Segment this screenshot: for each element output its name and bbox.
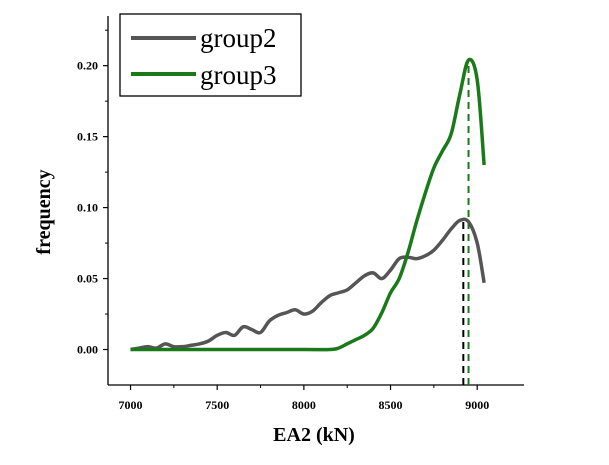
y-tick-label: 0.00 xyxy=(77,343,98,357)
y-tick-label: 0.10 xyxy=(77,201,98,215)
plot-area xyxy=(130,57,486,385)
y-tick-label: 0.15 xyxy=(77,130,98,144)
legend: group2 group3 xyxy=(119,13,302,97)
axes: 7000 7500 8000 8500 9000 0.00 0.05 0.10 0.15 0.20 xyxy=(77,16,524,412)
y-tick-label: 0.20 xyxy=(77,59,98,73)
x-tick-label: 8500 xyxy=(379,398,403,412)
x-tick-label: 8000 xyxy=(292,398,316,412)
y-tick-label: 0.05 xyxy=(77,272,98,286)
series-line-group3 xyxy=(130,57,486,352)
legend-box xyxy=(119,13,302,97)
x-tick-label: 7000 xyxy=(119,398,143,412)
legend-label-group3: group3 xyxy=(200,60,277,90)
x-tick-label: 7500 xyxy=(205,398,229,412)
y-axis-title: frequency xyxy=(33,169,55,254)
x-tick-label: 9000 xyxy=(465,398,489,412)
series-line-group2 xyxy=(130,217,486,352)
x-axis-title: EA2 (kN) xyxy=(273,424,355,446)
legend-label-group2: group2 xyxy=(200,23,277,53)
